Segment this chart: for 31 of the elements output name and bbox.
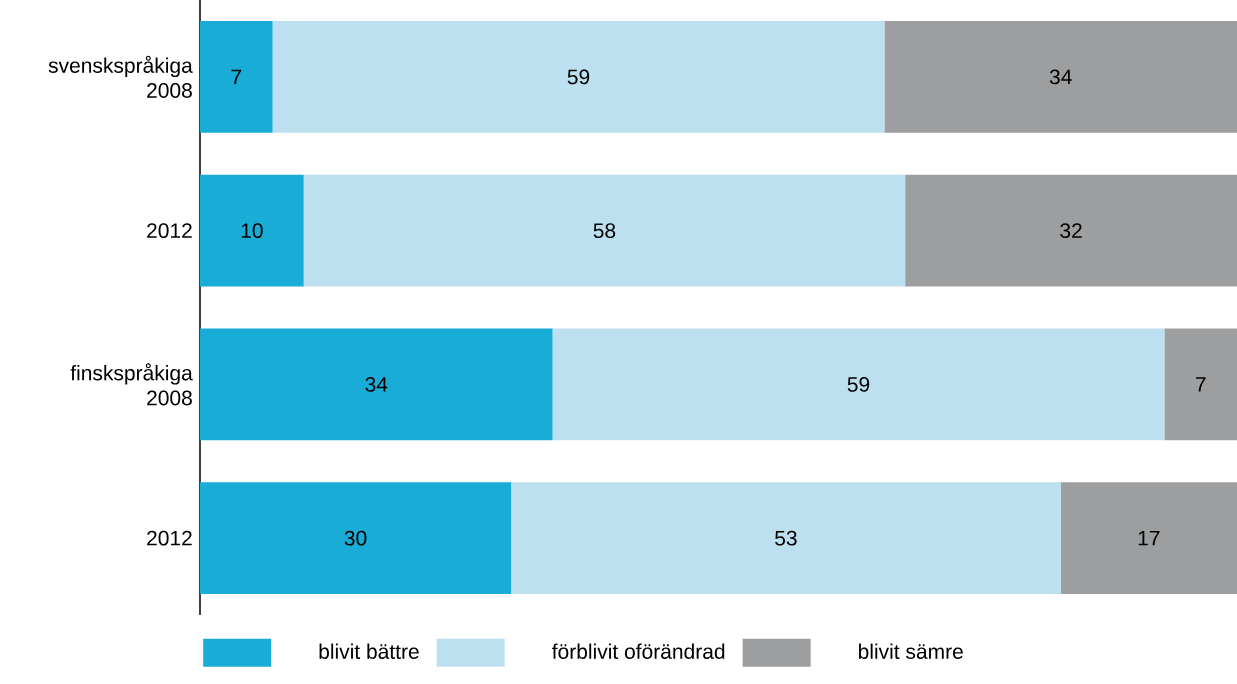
data-label: 59	[567, 69, 590, 85]
bar	[1164, 328, 1237, 441]
data-label: 32	[1060, 223, 1082, 239]
data-label: 58	[593, 223, 616, 239]
data-label: 7	[231, 69, 242, 85]
bar	[884, 20, 1237, 133]
bar	[905, 174, 1237, 287]
data-label: 34	[1049, 69, 1072, 85]
y-tick-label: 2012	[147, 223, 192, 239]
legend-label: blivit sämre	[858, 643, 963, 659]
bar	[511, 482, 1061, 595]
bar	[200, 482, 512, 595]
bar	[272, 20, 885, 133]
data-label: 10	[241, 223, 263, 239]
bar	[200, 20, 273, 133]
bar	[552, 328, 1165, 441]
bar	[200, 328, 553, 441]
data-label: 7	[1195, 377, 1206, 392]
bar	[303, 174, 906, 287]
bar	[200, 174, 304, 287]
data-label: 59	[847, 376, 870, 392]
y-tick-label: 2012	[147, 530, 192, 546]
data-label: 30	[344, 530, 367, 546]
bar	[1060, 482, 1237, 595]
legend-label: blivit bättre	[319, 643, 419, 659]
data-label: 34	[365, 376, 388, 392]
data-label: 17	[1138, 530, 1160, 546]
data-label: 53	[775, 530, 797, 546]
y-tick-label: finskspråkiga 2008	[70, 363, 193, 406]
y-tick-label: svenskspråkiga 2008	[48, 55, 193, 98]
legend-label: förblivit oförändrad	[552, 643, 725, 659]
